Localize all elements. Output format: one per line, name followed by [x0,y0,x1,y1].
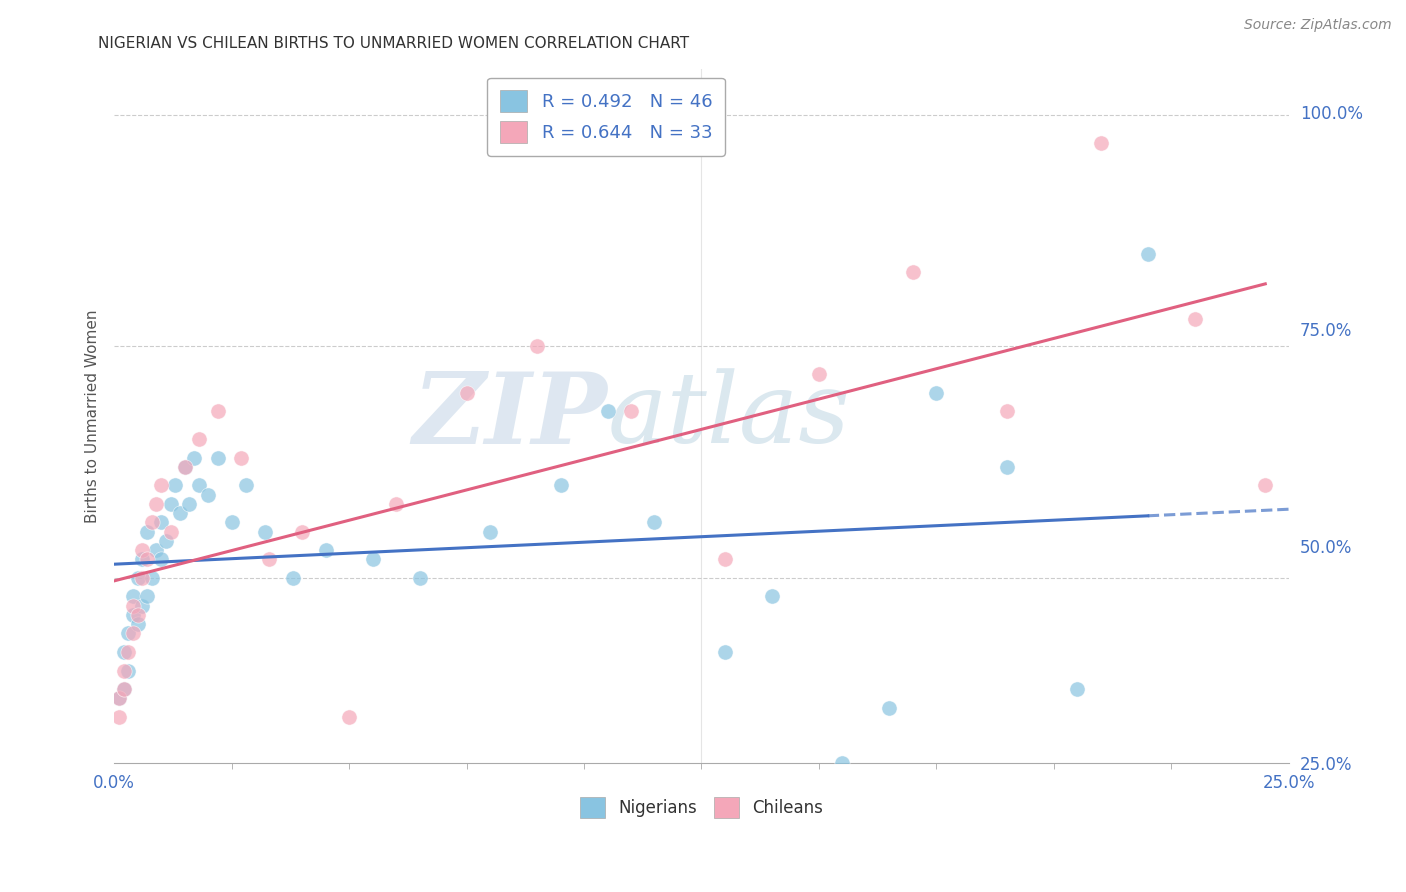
Text: ZIP: ZIP [412,368,607,464]
Point [155,533,177,548]
Point [281,571,304,585]
Point [197,487,219,501]
Point [150,478,173,492]
Point [127,607,149,622]
Legend: Nigerians, Chileans: Nigerians, Chileans [574,790,830,824]
Point [714,645,737,659]
Text: Source: ZipAtlas.com: Source: ZipAtlas.com [1244,18,1392,32]
Point [108,691,131,706]
Point [221,516,243,530]
Point [141,516,163,530]
Point [925,385,948,400]
Point [644,516,666,530]
Point [1136,246,1159,260]
Point [150,516,173,530]
Point [108,710,131,724]
Point [596,404,619,418]
Point [131,543,153,558]
Text: NIGERIAN VS CHILEAN BIRTHS TO UNMARRIED WOMEN CORRELATION CHART: NIGERIAN VS CHILEAN BIRTHS TO UNMARRIED … [98,36,689,51]
Point [141,571,163,585]
Point [1066,681,1088,696]
Point [761,590,783,604]
Point [117,645,139,659]
Point [112,681,135,696]
Point [807,367,830,381]
Point [159,524,181,539]
Text: atlas: atlas [607,368,851,464]
Point [229,450,252,465]
Point [995,404,1018,418]
Point [122,599,145,613]
Point [112,664,135,678]
Point [526,339,548,353]
Point [550,478,572,492]
Point [145,543,167,558]
Point [165,478,187,492]
Point [187,478,209,492]
Point [253,524,276,539]
Point [1184,311,1206,326]
Point [131,552,153,566]
Point [122,590,145,604]
Point [122,626,145,640]
Point [127,617,149,632]
Point [150,552,173,566]
Y-axis label: Births to Unmarried Women: Births to Unmarried Women [86,309,100,523]
Point [456,385,478,400]
Point [1090,136,1112,150]
Point [117,626,139,640]
Point [291,524,314,539]
Point [169,506,191,520]
Point [127,571,149,585]
Point [136,524,159,539]
Point [408,571,430,585]
Point [879,700,901,714]
Point [131,599,153,613]
Point [207,404,229,418]
Point [207,450,229,465]
Point [131,571,153,585]
Point [1254,478,1277,492]
Point [235,478,257,492]
Point [117,664,139,678]
Point [112,681,135,696]
Point [112,645,135,659]
Point [136,552,159,566]
Point [122,607,145,622]
Point [187,432,209,446]
Point [714,552,737,566]
Point [995,459,1018,474]
Point [183,450,205,465]
Point [361,552,384,566]
Point [479,524,502,539]
Point [315,543,337,558]
Point [145,497,167,511]
Point [173,459,195,474]
Point [620,404,643,418]
Point [136,590,159,604]
Point [385,497,408,511]
Point [108,691,131,706]
Point [173,459,195,474]
Point [831,756,853,771]
Point [901,265,924,279]
Point [337,710,360,724]
Point [257,552,280,566]
Point [159,497,181,511]
Point [179,497,201,511]
